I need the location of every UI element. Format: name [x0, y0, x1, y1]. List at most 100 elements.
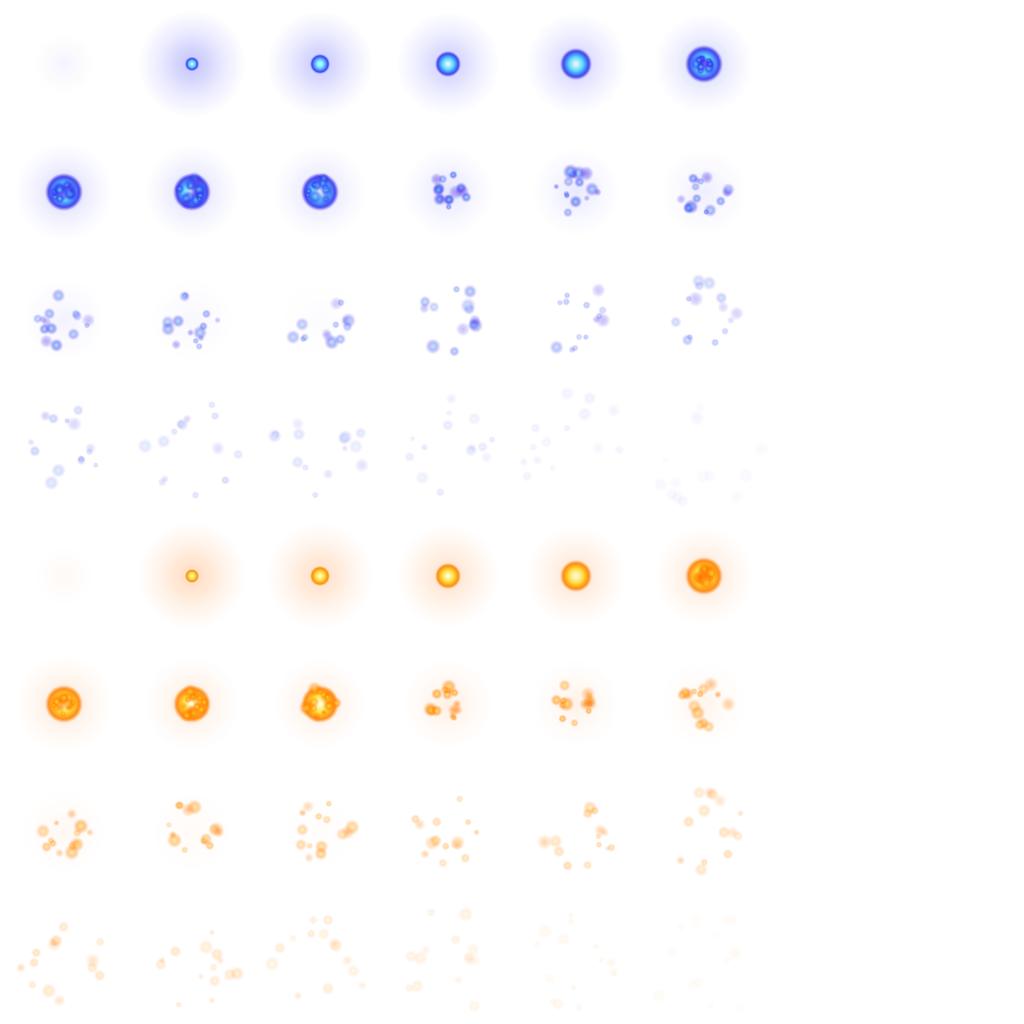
orange-fire-burst-frame: [0, 896, 128, 1024]
particle: [571, 344, 579, 352]
particle: [180, 802, 196, 817]
particle: [43, 307, 56, 320]
particle: [692, 786, 706, 800]
particle: [467, 412, 481, 426]
particle: [732, 830, 744, 842]
glow-halo: [660, 660, 748, 748]
particle: [488, 436, 496, 444]
particle: [156, 434, 171, 449]
blue-magic-burst-frame: [128, 384, 256, 512]
particle: [321, 982, 335, 995]
particle: [460, 853, 471, 864]
particle: [321, 328, 332, 339]
particle: [607, 403, 621, 418]
particle: [570, 718, 579, 727]
particle: [426, 907, 436, 917]
blue-magic-burst-frame: [640, 128, 768, 256]
particle: [354, 427, 367, 439]
orange-fire-burst-frame: [640, 896, 768, 1024]
particle: [264, 955, 280, 972]
particle: [605, 956, 617, 969]
particle: [420, 944, 431, 956]
particle: [477, 441, 488, 453]
particle: [563, 190, 570, 197]
orange-fire-burst-frame: [640, 768, 768, 896]
particle: [322, 468, 334, 480]
particle: [357, 980, 368, 991]
particle: [55, 848, 64, 858]
particle: [692, 976, 705, 988]
particle: [709, 929, 720, 940]
particle: [92, 462, 99, 469]
particle: [49, 934, 63, 948]
particle: [232, 449, 244, 460]
particle: [311, 712, 322, 723]
particle: [711, 338, 720, 347]
particle: [574, 1003, 584, 1012]
particle: [348, 439, 364, 454]
particle: [431, 688, 443, 700]
glow-halo: [22, 790, 106, 874]
burst-core: [435, 563, 461, 589]
particle: [154, 958, 167, 971]
particle: [691, 182, 701, 192]
particle: [689, 915, 703, 929]
particle: [446, 409, 453, 417]
particle: [195, 703, 208, 716]
particle: [208, 821, 225, 837]
particle: [697, 682, 710, 696]
particle: [521, 470, 533, 482]
glow-halo: [151, 279, 233, 361]
particle: [338, 429, 353, 445]
blue-magic-burst-frame: [128, 0, 256, 128]
orange-fire-burst-frame: [0, 768, 128, 896]
particle: [192, 337, 200, 345]
particle: [85, 448, 93, 456]
particle: [197, 973, 205, 980]
particle: [332, 320, 340, 329]
particle: [66, 416, 82, 432]
blue-magic-burst-frame: [256, 0, 384, 128]
particle: [210, 411, 220, 421]
particle: [86, 961, 99, 974]
blue-magic-burst-frame: [384, 128, 512, 256]
particle: [582, 391, 597, 406]
particle: [341, 444, 349, 452]
particle: [29, 445, 41, 457]
particle: [445, 392, 458, 405]
blue-magic-burst-frame: [512, 256, 640, 384]
orange-fire-burst-frame: [384, 896, 512, 1024]
particle: [299, 335, 307, 343]
particle: [354, 458, 370, 473]
particle: [556, 299, 564, 306]
orange-fire-burst-frame: [256, 768, 384, 896]
particle: [676, 855, 686, 865]
particle: [441, 842, 450, 851]
particle: [682, 815, 695, 828]
particle: [702, 469, 716, 483]
particle: [39, 334, 53, 348]
particle: [175, 1001, 183, 1009]
particle: [607, 843, 616, 852]
particle: [553, 183, 560, 190]
particle: [452, 285, 461, 294]
particle: [567, 911, 575, 919]
blue-magic-burst-frame: [256, 384, 384, 512]
particle: [199, 832, 213, 846]
orange-fire-burst-frame: [128, 512, 256, 640]
particle: [311, 491, 319, 499]
particle: [584, 707, 593, 715]
particle: [59, 692, 70, 703]
particle: [16, 962, 26, 973]
particle: [341, 954, 353, 966]
particle: [575, 333, 583, 341]
particle: [729, 489, 745, 505]
particle: [582, 334, 589, 341]
particle: [320, 709, 328, 716]
particle: [61, 186, 77, 202]
particle: [582, 301, 591, 310]
particle: [306, 929, 316, 939]
particle: [51, 288, 66, 303]
particle: [222, 967, 237, 982]
particle: [409, 435, 416, 442]
